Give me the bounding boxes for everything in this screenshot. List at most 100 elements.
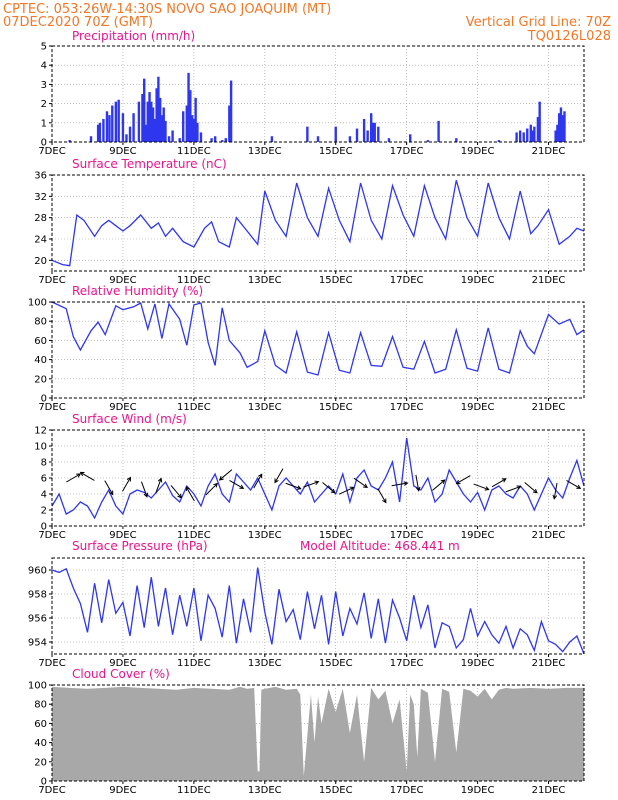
precip-bar <box>455 138 458 142</box>
rh-ytick-label: 0 <box>41 394 47 405</box>
cloud-xtick-label: 9DEC <box>109 785 136 796</box>
temp-xtick-label: 15DEC <box>319 275 353 286</box>
precip-bar <box>362 118 366 142</box>
precip-bar <box>128 126 132 142</box>
precip-frame <box>51 45 585 143</box>
precip-bar <box>377 126 380 142</box>
vertical-grid-note: Vertical Grid Line: 70Z <box>466 15 611 30</box>
wind-xtick-label: 13DEC <box>248 530 282 541</box>
precip-bar <box>270 136 274 142</box>
wind-panel: 0 2 4 6 8 10 12 7DEC 9DEC 11DEC 13DEC 15DEC 17DEC 19D… <box>34 426 585 541</box>
precip-bar <box>137 101 141 142</box>
pres-xtick-label: 21DEC <box>532 658 566 669</box>
precip-xtick-label: 19DEC <box>461 146 495 157</box>
precip-ytick-label: 1 <box>41 118 47 129</box>
cloud-xtick-label: 21DEC <box>532 785 566 796</box>
temp-xtick-label: 9DEC <box>109 275 136 286</box>
rh-title: Relative Humidity (%) <box>72 284 203 298</box>
pres-panel: 954 956 958 960 7DEC 9DEC 11DEC 13DEC 15DEC 17DEC… <box>28 557 585 669</box>
precip-bar <box>554 130 557 142</box>
wind-arrow <box>353 477 368 488</box>
temp-title: Surface Temperature (nC) <box>72 157 227 171</box>
pres-frame <box>51 557 585 655</box>
precip-bar <box>533 126 536 142</box>
precip-xtick-label: 11DEC <box>177 146 211 157</box>
precip-bar <box>371 122 375 142</box>
precip-bar <box>563 111 566 142</box>
cloud-xtick-label: 19DEC <box>461 785 495 796</box>
precip-bar <box>366 130 369 142</box>
rh-xtick-label: 11DEC <box>177 402 211 413</box>
temp-series-line <box>51 180 585 267</box>
wind-arrow <box>473 483 490 491</box>
precip-bar <box>153 118 157 142</box>
cloud-frame <box>51 684 585 782</box>
precip-bar <box>199 132 203 142</box>
wind-series-line <box>51 437 585 520</box>
precip-bar <box>373 122 376 142</box>
wind-arrow <box>79 471 95 481</box>
wind-arrow <box>104 480 114 496</box>
temp-frame <box>51 174 585 272</box>
precip-bar <box>221 140 224 142</box>
wind-ytick-label: 12 <box>34 426 47 437</box>
pres-ytick-label: 954 <box>28 638 47 649</box>
precip-bar <box>108 115 111 142</box>
wind-arrow <box>432 479 446 491</box>
precip-bar <box>529 124 532 142</box>
precip-bar <box>531 130 534 142</box>
precip-bar <box>105 111 109 142</box>
cloud-xtick-label: 7DEC <box>38 785 65 796</box>
precip-bar <box>171 130 174 142</box>
cloud-xtick-label: 17DEC <box>390 785 424 796</box>
precip-bar <box>559 107 563 142</box>
precip-bar <box>164 120 167 142</box>
wind-xtick-label: 19DEC <box>461 530 495 541</box>
precip-bar <box>316 136 320 142</box>
pres-xtick-label: 13DEC <box>248 658 282 669</box>
cloud-xtick-label: 11DEC <box>177 785 211 796</box>
precip-bar <box>143 78 146 142</box>
precip-bar <box>518 130 522 142</box>
wind-arrow <box>185 486 195 502</box>
temp-xtick-label: 17DEC <box>390 275 424 286</box>
temp-ytick-label: 32 <box>34 192 47 203</box>
precip-bar <box>155 88 158 142</box>
wind-ytick-label: 8 <box>41 458 47 469</box>
wind-arrow <box>285 482 302 490</box>
wind-ytick-label: 6 <box>41 474 47 485</box>
temp-ytick-label: 36 <box>34 171 47 182</box>
precip-bar <box>117 99 120 142</box>
precip-bar <box>538 101 541 142</box>
rh-xtick-label: 19DEC <box>461 402 495 413</box>
cloud-ytick-label: 40 <box>34 738 47 749</box>
wind-arrow <box>141 481 149 498</box>
wind-frame <box>51 429 585 527</box>
wind-xtick-label: 15DEC <box>319 530 353 541</box>
precip-bar <box>196 122 199 142</box>
pres-ytick-label: 956 <box>28 614 47 625</box>
pres-xtick-label: 15DEC <box>319 658 353 669</box>
wind-ytick-label: 2 <box>41 506 47 517</box>
precip-bar <box>121 113 125 142</box>
precip-bar <box>192 118 196 142</box>
wind-arrow <box>391 481 409 487</box>
wind-arrow <box>505 485 522 493</box>
model-altitude: Model Altitude: 468.441 m <box>300 539 460 553</box>
precip-bar <box>426 140 430 142</box>
wind-arrow <box>552 482 558 500</box>
precip-bar <box>526 128 529 142</box>
precip-bar <box>515 132 518 142</box>
precip-bar <box>194 97 197 142</box>
wind-arrow <box>566 479 582 489</box>
wind-xtick-label: 9DEC <box>109 530 136 541</box>
wind-xtick-label: 11DEC <box>177 530 211 541</box>
wind-ytick-label: 10 <box>34 442 47 453</box>
wind-xtick-label: 17DEC <box>390 530 424 541</box>
precip-bar <box>160 115 164 142</box>
temp-xtick-label: 21DEC <box>532 275 566 286</box>
wind-arrow <box>322 482 336 494</box>
cloud-ytick-label: 80 <box>34 700 47 711</box>
wind-ytick-label: 0 <box>41 522 47 533</box>
